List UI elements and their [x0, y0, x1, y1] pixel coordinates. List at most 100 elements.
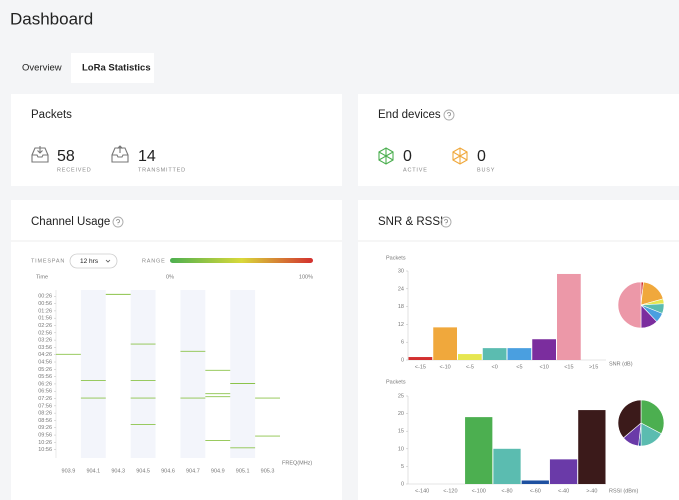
- stat-label: ACTIVE: [403, 167, 428, 173]
- bar: [507, 348, 532, 360]
- range-label: RANGE: [142, 258, 166, 264]
- pie-slice: [617, 399, 642, 439]
- y-tick-label: 02:56: [38, 330, 52, 336]
- tab[interactable]: LoRa Statistics: [82, 63, 151, 74]
- x-tick-label: 904.1: [86, 468, 100, 474]
- x-tick-label: 905.1: [236, 468, 250, 474]
- range-max: 100%: [299, 274, 313, 280]
- bar: [433, 327, 457, 360]
- x-tick-label: <-140: [415, 488, 429, 494]
- tab[interactable]: Overview: [22, 63, 62, 74]
- column-shade: [80, 290, 106, 458]
- bar: [578, 410, 606, 484]
- x-tick-label: <0: [491, 364, 497, 370]
- bar: [408, 357, 433, 360]
- x-axis-label: SNR (dB): [609, 361, 633, 367]
- x-tick-label: <-80: [501, 488, 512, 494]
- y-tick-label: 15: [398, 429, 404, 435]
- y-tick-label: 03:56: [38, 345, 52, 351]
- stat-value: 0: [477, 148, 486, 165]
- y-tick-label: 12: [398, 322, 404, 328]
- help-icon[interactable]: [112, 216, 124, 228]
- y-tick-label: 09:26: [38, 425, 52, 431]
- y-axis-label: Packets: [386, 379, 406, 385]
- x-tick-label: <-15: [415, 364, 426, 370]
- y-axis-label: Packets: [386, 255, 406, 261]
- timespan-select[interactable]: [69, 253, 118, 269]
- timespan-value[interactable]: 12 hrs: [80, 258, 99, 265]
- y-tick-label: 10: [398, 446, 404, 452]
- page-title: Dashboard: [10, 9, 93, 28]
- y-tick-label: 07:26: [38, 396, 52, 402]
- y-tick-label: 10:26: [38, 440, 52, 446]
- help-icon[interactable]: [443, 109, 455, 121]
- dropdown-arrow: [105, 259, 111, 263]
- bar: [458, 354, 482, 360]
- x-tick-label: <-5: [466, 364, 474, 370]
- x-axis-label: RSSI (dBm): [609, 488, 639, 494]
- x-axis-label: FREQ(MHz): [282, 460, 312, 466]
- y-tick-label: 05:26: [38, 367, 52, 373]
- x-tick-label: 904.3: [111, 468, 125, 474]
- card: [358, 94, 679, 186]
- x-tick-label: >-40: [586, 488, 597, 494]
- bar: [482, 348, 507, 360]
- x-tick-label: 904.9: [211, 468, 225, 474]
- y-tick-label: 0: [401, 357, 404, 363]
- x-tick-label: <-40: [558, 488, 569, 494]
- transmitted-icon: [111, 145, 129, 163]
- tab-active-bg: [71, 53, 154, 83]
- column-shade: [180, 290, 206, 458]
- card-title: End devices: [378, 109, 441, 121]
- bar: [521, 480, 549, 484]
- x-tick-label: 905.3: [261, 468, 275, 474]
- range-gradient: [170, 258, 313, 263]
- pie-slice: [640, 399, 665, 435]
- active-icon: [378, 147, 394, 165]
- stat-value: 14: [138, 148, 156, 165]
- stat-label: RECEIVED: [57, 167, 92, 173]
- x-tick-label: >15: [589, 364, 598, 370]
- y-tick-label: 00:56: [38, 301, 52, 307]
- help-icon[interactable]: [440, 216, 452, 228]
- card: [11, 94, 342, 186]
- y-tick-label: 05:56: [38, 374, 52, 380]
- y-tick-label: 24: [398, 286, 404, 292]
- x-tick-label: <5: [516, 364, 522, 370]
- x-tick-label: 904.7: [186, 468, 200, 474]
- y-tick-label: 01:56: [38, 316, 52, 322]
- range-min: 0%: [166, 274, 174, 280]
- y-tick-label: 25: [398, 393, 404, 399]
- y-tick-label: 06:56: [38, 389, 52, 395]
- y-tick-label: 01:26: [38, 308, 52, 314]
- y-tick-label: 02:26: [38, 323, 52, 329]
- x-tick-label: <-100: [472, 488, 486, 494]
- x-tick-label: 904.6: [161, 468, 175, 474]
- y-tick-label: 5: [401, 464, 404, 470]
- y-tick-label: 03:26: [38, 338, 52, 344]
- card-title: Channel Usage: [31, 216, 110, 228]
- timespan-label: TIMESPAN: [31, 258, 65, 264]
- received-icon: [31, 146, 49, 163]
- y-tick-label: 10:56: [38, 447, 52, 453]
- y-tick-label: 04:56: [38, 359, 52, 365]
- x-tick-label: <-120: [443, 488, 457, 494]
- column-shade: [130, 290, 156, 458]
- card-title: Packets: [31, 109, 72, 121]
- column-shade: [230, 290, 256, 458]
- card-title: SNR & RSSI: [378, 216, 443, 228]
- y-tick-label: 09:56: [38, 433, 52, 439]
- x-tick-label: <10: [539, 364, 548, 370]
- x-tick-label: 903.9: [62, 468, 76, 474]
- y-tick-label: 07:56: [38, 403, 52, 409]
- x-tick-label: <-60: [530, 488, 541, 494]
- y-tick-label: 18: [398, 304, 404, 310]
- bar: [557, 273, 581, 360]
- y-tick-label: 30: [398, 268, 404, 274]
- y-tick-label: 6: [401, 340, 404, 346]
- bar: [532, 339, 556, 360]
- y-tick-label: 08:26: [38, 411, 52, 417]
- y-tick-label: 20: [398, 411, 404, 417]
- y-tick-label: 08:56: [38, 418, 52, 424]
